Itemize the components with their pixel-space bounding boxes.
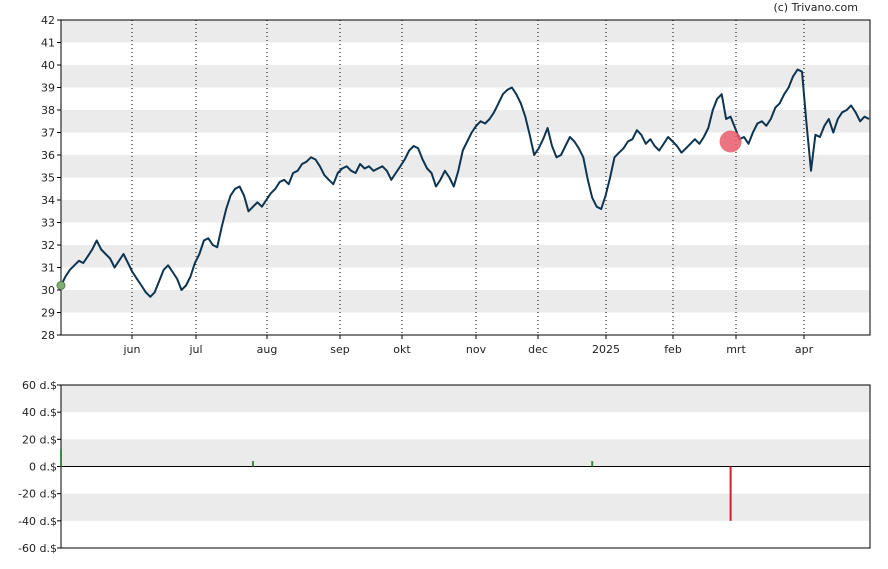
y-tick-label: 32 bbox=[41, 239, 55, 252]
highlight-marker bbox=[719, 130, 742, 153]
x-tick-label: mrt bbox=[726, 343, 746, 356]
y-tick-label: 33 bbox=[41, 217, 55, 230]
price-line bbox=[60, 68, 870, 298]
y-tick-label: 37 bbox=[41, 127, 55, 140]
y-tick-label: 41 bbox=[41, 37, 55, 50]
grid-band bbox=[61, 493, 870, 521]
y-tick-label: -20 d.$ bbox=[18, 488, 57, 501]
grid-band bbox=[61, 65, 870, 88]
grid-band bbox=[61, 20, 870, 43]
bar bbox=[591, 461, 594, 467]
start-marker bbox=[56, 281, 66, 290]
bar bbox=[251, 461, 254, 467]
grid-band bbox=[61, 200, 870, 223]
grid-band bbox=[61, 290, 870, 313]
grid-band bbox=[61, 385, 870, 413]
bar bbox=[729, 466, 732, 521]
grid-band bbox=[61, 155, 870, 178]
main-plot-frame bbox=[60, 19, 871, 336]
y-tick-label: 42 bbox=[41, 14, 55, 27]
y-tick-label: 60 d.$ bbox=[22, 379, 57, 392]
y-tick-label: 40 bbox=[41, 59, 55, 72]
y-tick-label: 35 bbox=[41, 172, 55, 185]
x-tick-label: aug bbox=[257, 343, 278, 356]
y-tick-label: 36 bbox=[41, 149, 55, 162]
credit-label: (c) Trivano.com bbox=[773, 1, 858, 14]
y-tick-label: -40 d.$ bbox=[18, 515, 57, 528]
y-tick-label: -60 d.$ bbox=[18, 542, 57, 555]
x-tick-label: okt bbox=[393, 343, 411, 356]
x-tick-label: nov bbox=[466, 343, 487, 356]
y-tick-label: 0 d.$ bbox=[29, 461, 57, 474]
x-tick-label: jun bbox=[123, 343, 141, 356]
bar bbox=[60, 448, 62, 467]
y-tick-label: 40 d.$ bbox=[22, 406, 57, 419]
y-tick-label: 31 bbox=[41, 262, 55, 275]
y-tick-label: 20 d.$ bbox=[22, 433, 57, 446]
x-tick-label: sep bbox=[330, 343, 349, 356]
y-tick-label: 29 bbox=[41, 307, 55, 320]
y-tick-label: 28 bbox=[41, 329, 55, 342]
x-tick-label: jul bbox=[188, 343, 202, 356]
grid-band bbox=[61, 110, 870, 133]
y-tick-label: 34 bbox=[41, 194, 55, 207]
x-tick-label: dec bbox=[528, 343, 548, 356]
grid-band bbox=[61, 439, 870, 467]
y-tick-label: 38 bbox=[41, 104, 55, 117]
x-tick-label: 2025 bbox=[592, 343, 620, 356]
x-tick-label: apr bbox=[795, 343, 814, 356]
grid-band bbox=[61, 245, 870, 268]
x-tick-label: feb bbox=[664, 343, 682, 356]
y-tick-label: 39 bbox=[41, 82, 55, 95]
y-tick-label: 30 bbox=[41, 284, 55, 297]
